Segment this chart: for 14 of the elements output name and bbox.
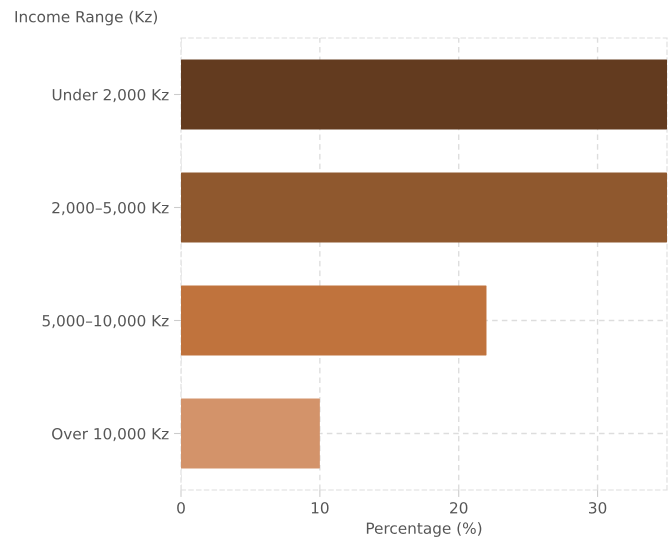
bar [181, 59, 667, 130]
x-tick-label: 20 [450, 502, 468, 514]
bar [181, 285, 486, 356]
y-tick-label: 2,000–5,000 Kz [52, 202, 169, 216]
x-axis-title: Percentage (%) [366, 522, 482, 537]
bar [181, 398, 320, 469]
bar [181, 172, 667, 243]
y-tick-label: Under 2,000 Kz [52, 88, 169, 102]
y-tick-label: Over 10,000 Kz [52, 428, 169, 442]
y-tick-label: 5,000–10,000 Kz [42, 314, 169, 328]
x-tick-label: 0 [177, 502, 185, 514]
y-axis-title: Income Range (Kz) [16, 10, 157, 26]
x-tick-label: 10 [312, 502, 329, 514]
x-tick-label: 30 [589, 502, 606, 514]
